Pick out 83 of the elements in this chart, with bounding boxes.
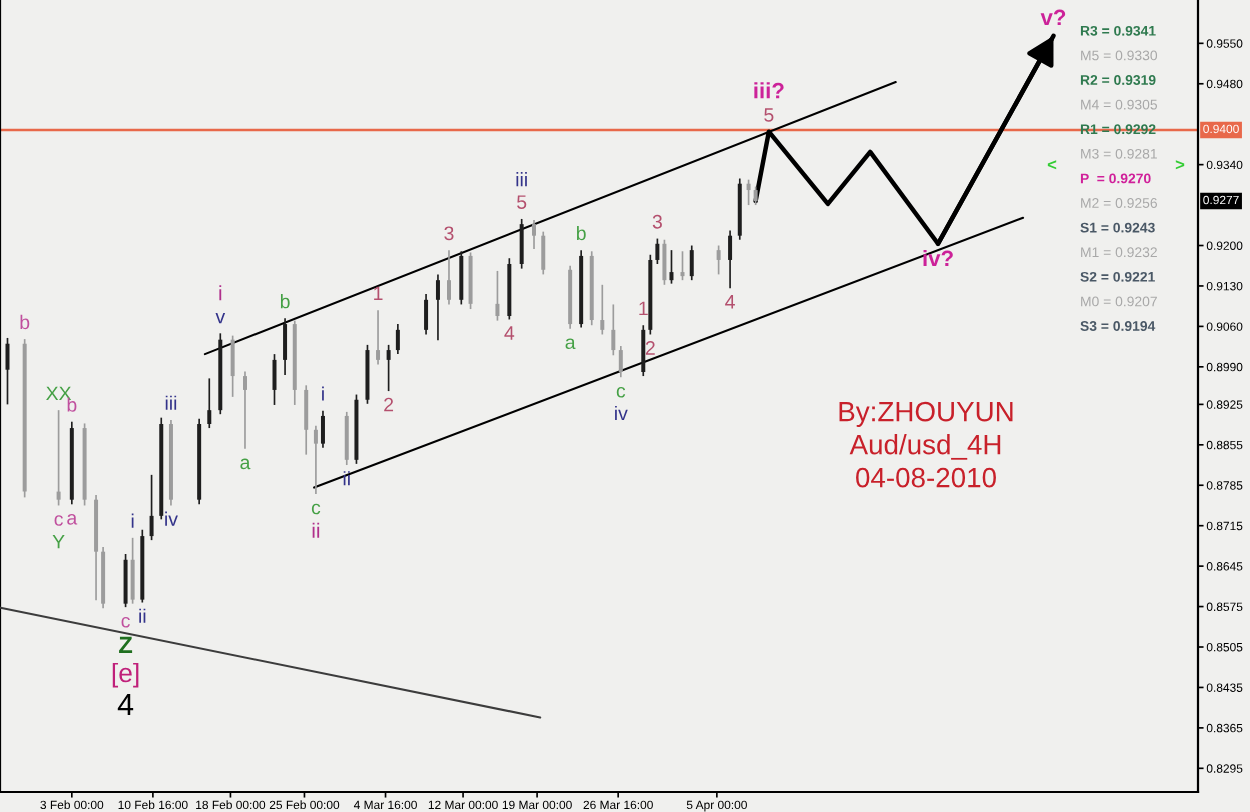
candlestick [376,309,381,366]
candlestick [618,345,623,379]
annotation: ii [312,522,320,538]
annotation: iii? [754,82,784,99]
annotation: b [280,294,290,309]
candlestick [424,293,429,336]
annotation: iv [615,405,628,421]
candlestick [320,409,325,449]
annotation: iii [516,172,527,187]
annotation: 5 [764,108,774,122]
candlestick [435,273,440,342]
candlestick [689,244,694,282]
candlestick [344,411,349,466]
annotation: a [240,458,251,470]
annotation: a [565,338,576,350]
candlestick [459,250,464,306]
annotation: 2 [645,341,655,355]
candlestick [680,250,685,282]
annotation: < [1047,160,1057,170]
annotation: c [311,503,321,515]
annotation: i [219,285,222,301]
candlestick [5,337,10,406]
annotation: iii [165,395,177,410]
annotation: 2 [384,397,394,412]
candlestick [56,409,61,507]
candlestick [728,229,733,290]
annotation: 1 [374,286,383,301]
annotation: 3 [444,226,454,241]
annotation: Aud/usd_4H [849,434,1001,460]
annotation: ii [139,608,146,623]
annotation: 5 [517,195,527,209]
candlestick [304,384,309,456]
annotation: XX [46,386,72,401]
annotation: c [616,386,626,398]
candlestick [611,303,616,357]
candlestick [313,424,318,495]
candlestick [655,237,660,265]
candlestick [600,283,605,336]
annotation: 3 [652,214,662,229]
candlestick [446,249,451,306]
annotation: Z [119,636,133,653]
candlestick [541,230,546,276]
candlestick [532,219,537,250]
annotation: By:ZHOUYUN [839,401,1013,427]
candlestick [230,334,235,398]
candlestick [519,218,524,270]
candlestick [386,344,391,392]
annotation: iv? [923,249,953,266]
annotation: c [54,515,63,526]
candlestick [283,317,288,376]
annotation: b [67,397,77,412]
candlestick [149,474,154,541]
annotation: 4 [117,693,134,715]
candlestick [753,185,758,206]
candlestick [495,270,500,322]
annotation: b [577,225,586,241]
annotation: > [1175,160,1185,170]
candlestick [669,249,674,285]
annotation: [e] [112,662,139,688]
candlestick [641,324,646,377]
annotation: Y [52,534,65,549]
candlestick [716,244,721,276]
annotation: iv [165,511,178,526]
annotation: a [67,514,78,525]
candlestick [746,178,751,206]
annotation: c [121,616,130,628]
candlestick [662,238,667,286]
annotation: v [215,312,226,324]
annotation: v? [1040,9,1066,26]
candlestick [123,553,128,608]
annotation: i [322,386,324,401]
annotation: b [20,314,30,330]
candlestick [242,370,247,450]
candlestick [272,353,277,406]
annotation: 4 [725,295,735,309]
candlestick [130,536,135,605]
annotation: i [131,513,134,528]
annotation: 1 [639,301,648,316]
annotation: 04-08-2010 [856,467,996,488]
annotation: 4 [504,326,515,340]
candlestick [207,377,212,429]
candlestick [395,323,400,355]
candlestick [468,251,473,310]
